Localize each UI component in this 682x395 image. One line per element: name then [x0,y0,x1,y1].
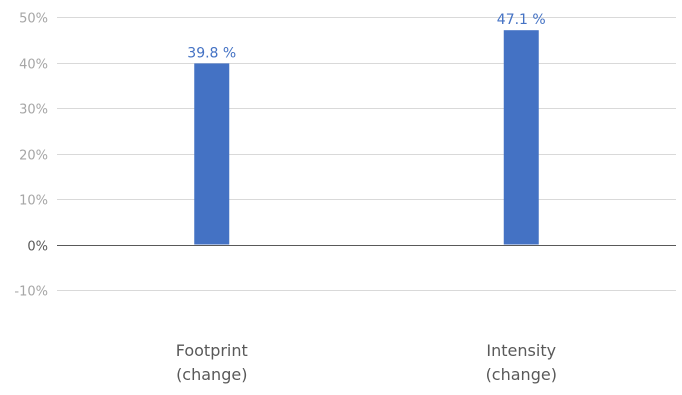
y-tick-label: 40% [19,58,48,73]
y-axis-tick-labels: -10% 0% 10% 20% 30% 40% 50% [14,12,48,300]
x-category-label: Intensity [486,341,556,360]
x-category-label: (change) [176,365,247,384]
data-label: 47.1 % [497,12,546,28]
gridlines [57,17,676,291]
y-tick-label: 30% [19,103,48,118]
x-category-label: (change) [486,365,557,384]
y-tick-label: 50% [19,12,48,27]
bar [503,30,539,245]
y-tick-label: 0% [27,240,48,255]
bar [194,63,230,245]
data-labels: 39.8 % 47.1 % [187,12,545,61]
x-axis-category-labels: Footprint (change) Intensity (change) [176,341,557,384]
x-category-label: Footprint [176,341,248,360]
bars [194,30,539,245]
y-tick-label: 10% [19,194,48,209]
data-label: 39.8 % [187,45,236,61]
y-tick-label: -10% [14,285,48,300]
y-tick-label: 20% [19,149,48,164]
